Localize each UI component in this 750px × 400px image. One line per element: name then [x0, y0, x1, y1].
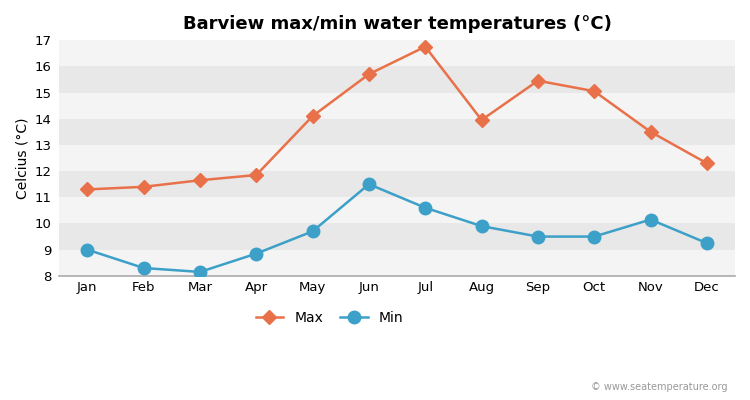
Y-axis label: Celcius (°C): Celcius (°C) [15, 117, 29, 199]
Min [421, 205, 430, 210]
Min [140, 266, 148, 270]
Max [308, 114, 317, 118]
Min [308, 229, 317, 234]
Bar [59, 250, 735, 276]
Bar [59, 119, 735, 145]
Bar [59, 66, 735, 92]
Title: Barview max/min water temperatures (°C): Barview max/min water temperatures (°C) [183, 15, 611, 33]
Min [82, 247, 92, 252]
Bar [59, 145, 735, 171]
Max [646, 129, 655, 134]
Bar [59, 40, 735, 66]
Min [364, 182, 374, 186]
Max [196, 178, 205, 183]
Bar [59, 171, 735, 197]
Min [477, 224, 486, 228]
Min [252, 251, 261, 256]
Bar [59, 197, 735, 224]
Bar [59, 92, 735, 119]
Bar [59, 224, 735, 250]
Max [533, 78, 542, 83]
Max [590, 89, 598, 94]
Legend: Max, Min: Max, Min [250, 305, 409, 330]
Max [702, 161, 711, 166]
Min [196, 270, 205, 274]
Line: Max: Max [82, 42, 712, 194]
Max [421, 44, 430, 49]
Max [82, 187, 92, 192]
Text: © www.seatemperature.org: © www.seatemperature.org [591, 382, 728, 392]
Max [477, 118, 486, 122]
Min [533, 234, 542, 239]
Max [140, 184, 148, 189]
Line: Min: Min [81, 178, 713, 278]
Max [252, 173, 261, 178]
Max [364, 72, 374, 76]
Min [702, 241, 711, 246]
Min [590, 234, 598, 239]
Min [646, 217, 655, 222]
